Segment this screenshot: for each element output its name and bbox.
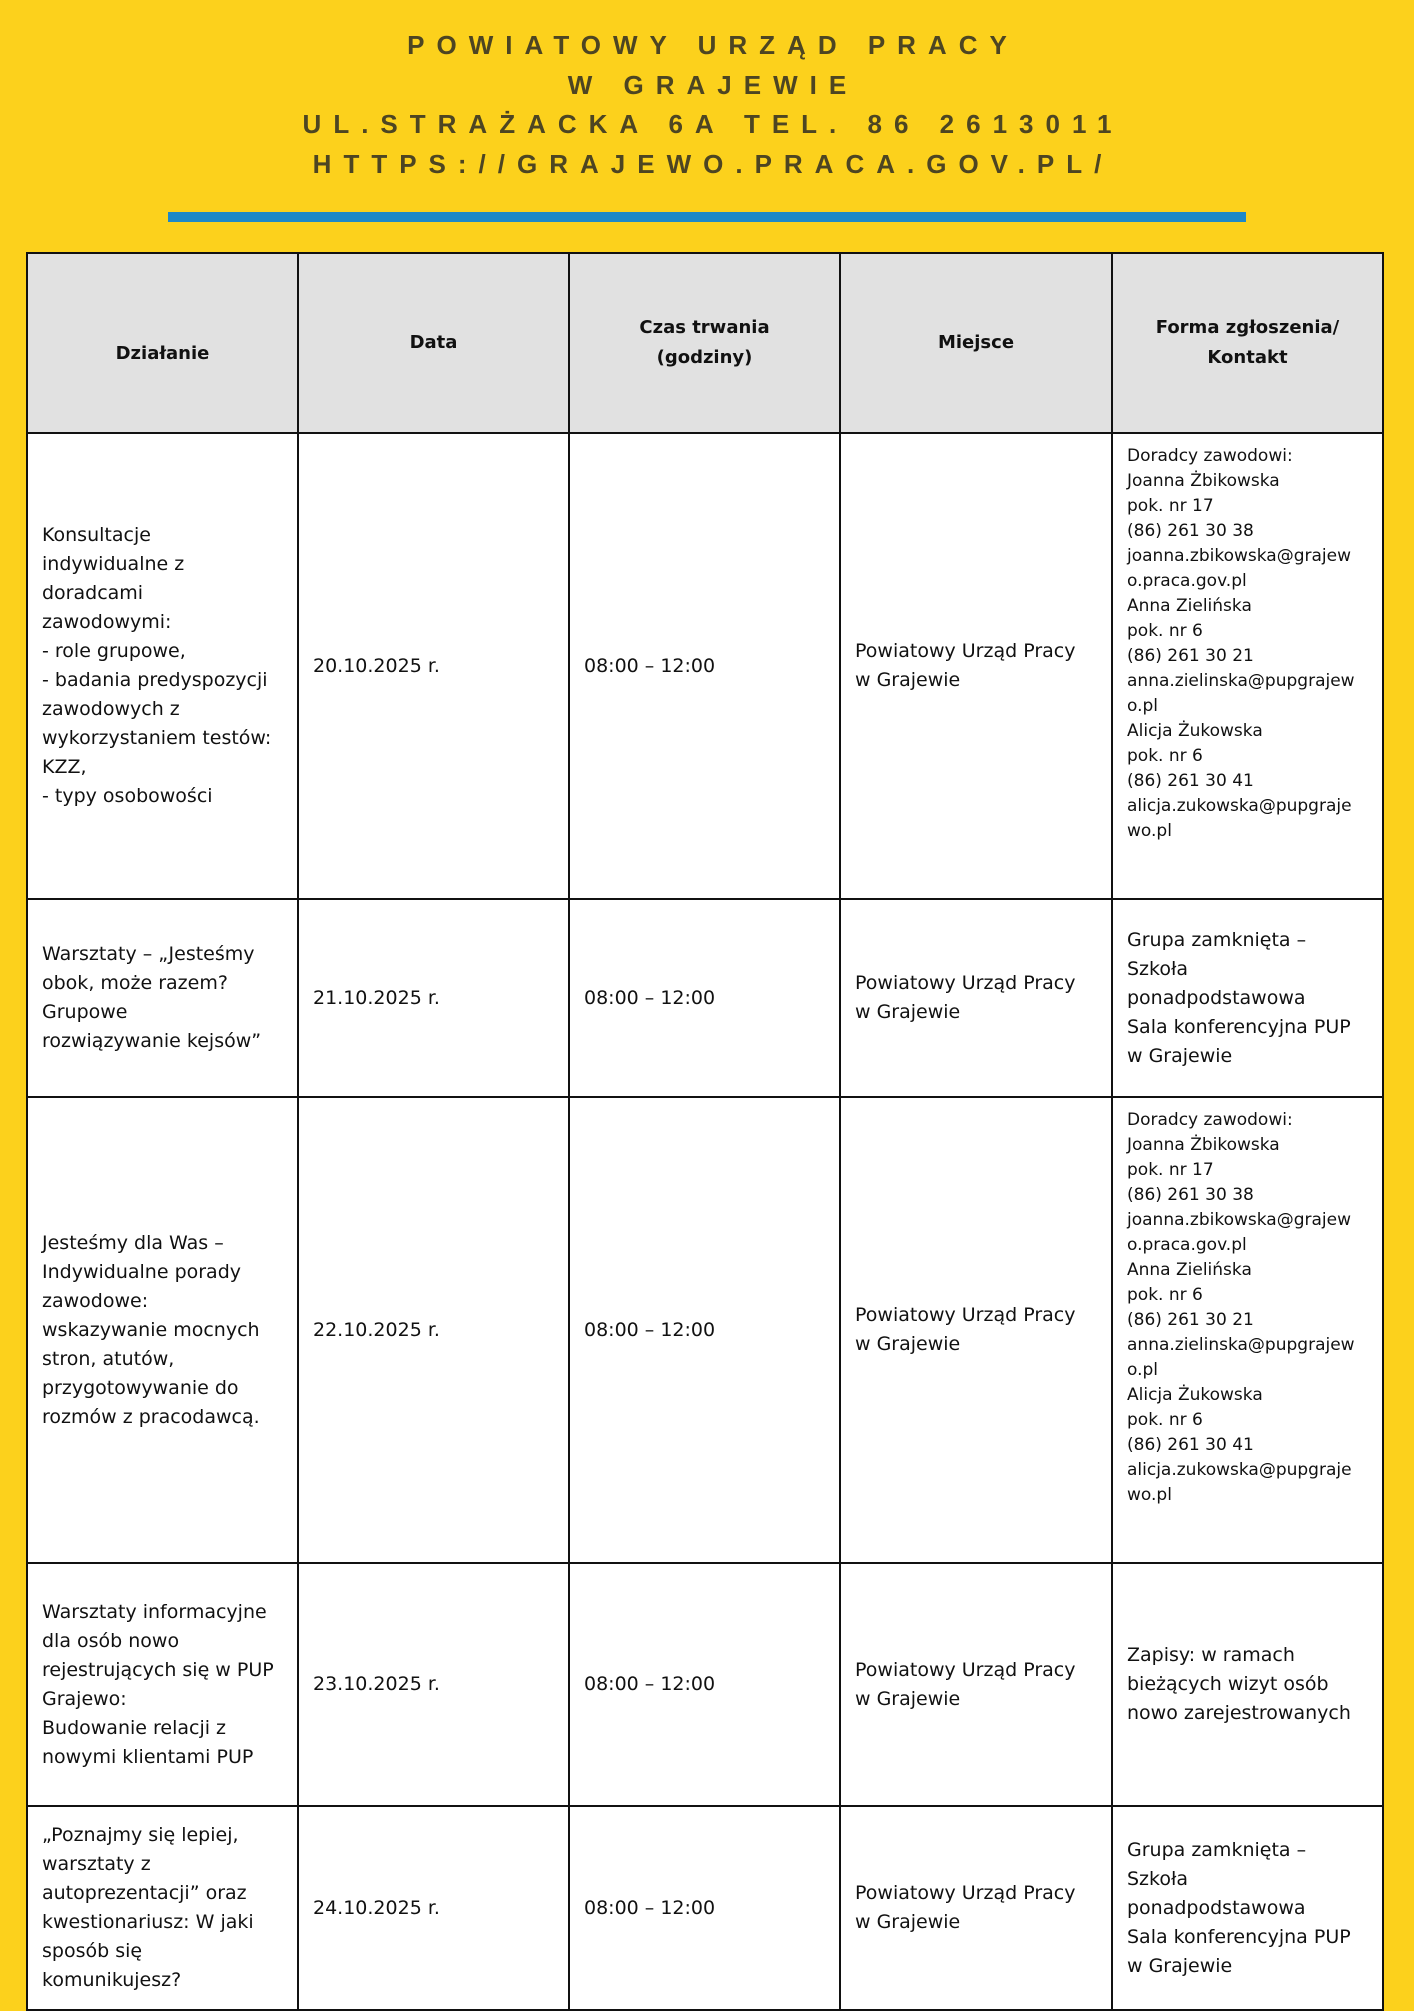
date-cell: 21.10.2025 r.	[297, 898, 570, 1098]
table-row: „Poznajmy się lepiej, warsztaty z autopr…	[26, 1805, 1384, 2011]
column-header-duration: Czas trwania (godziny)	[568, 252, 841, 434]
schedule-table: Działanie Data Czas trwania (godziny) Mi…	[26, 252, 1384, 2011]
activity-cell: Warsztaty informacyjne dla osób nowo rej…	[26, 1562, 299, 1807]
activity-cell: Warsztaty – „Jesteśmy obok, może razem? …	[26, 898, 299, 1098]
accent-divider	[168, 212, 1246, 222]
place-cell: Powiatowy Urząd Pracy w Grajewie	[839, 1562, 1113, 1807]
office-city: W GRAJEWIE	[567, 69, 859, 100]
office-address-phone: UL.STRAŻACKA 6A TEL. 86 2613011	[302, 109, 1124, 139]
place-cell: Powiatowy Urząd Pracy w Grajewie	[839, 898, 1113, 1098]
date-cell: 20.10.2025 r.	[297, 432, 570, 900]
activity-cell: Jesteśmy dla Was – Indywidualne porady z…	[26, 1096, 299, 1564]
activity-cell: Konsultacje indywidualne z doradcami zaw…	[26, 432, 299, 900]
duration-cell: 08:00 – 12:00	[568, 1096, 841, 1564]
office-website: HTTPS://GRAJEWO.PRACA.GOV.PL/	[312, 148, 1114, 179]
table-header-row: Działanie Data Czas trwania (godziny) Mi…	[26, 252, 1384, 434]
place-cell: Powiatowy Urząd Pracy w Grajewie	[839, 1805, 1113, 2011]
column-header-place: Miejsce	[839, 252, 1113, 434]
duration-cell: 08:00 – 12:00	[568, 898, 841, 1098]
table-row: Warsztaty informacyjne dla osób nowo rej…	[26, 1562, 1384, 1807]
column-header-activity: Działanie	[26, 252, 299, 434]
place-cell: Powiatowy Urząd Pracy w Grajewie	[839, 1096, 1113, 1564]
duration-cell: 08:00 – 12:00	[568, 1562, 841, 1807]
contact-cell: Doradcy zawodowi: Joanna Żbikowska pok. …	[1111, 432, 1384, 900]
date-cell: 23.10.2025 r.	[297, 1562, 570, 1807]
column-header-contact: Forma zgłoszenia/ Kontakt	[1111, 252, 1384, 434]
contact-cell: Grupa zamknięta – Szkoła ponadpodstawowa…	[1111, 898, 1384, 1098]
table-row: Konsultacje indywidualne z doradcami zaw…	[26, 432, 1384, 900]
place-cell: Powiatowy Urząd Pracy w Grajewie	[839, 432, 1113, 900]
duration-cell: 08:00 – 12:00	[568, 432, 841, 900]
office-name: POWIATOWY URZĄD PRACY	[407, 30, 1019, 60]
contact-cell: Grupa zamknięta – Szkoła ponadpodstawowa…	[1111, 1805, 1384, 2011]
table-row: Warsztaty – „Jesteśmy obok, może razem? …	[26, 898, 1384, 1098]
date-cell: 22.10.2025 r.	[297, 1096, 570, 1564]
duration-cell: 08:00 – 12:00	[568, 1805, 841, 2011]
contact-cell: Zapisy: w ramach bieżących wizyt osób no…	[1111, 1562, 1384, 1807]
column-header-date: Data	[297, 252, 570, 434]
date-cell: 24.10.2025 r.	[297, 1805, 570, 2011]
office-header: POWIATOWY URZĄD PRACY W GRAJEWIE UL.STRA…	[0, 26, 1414, 184]
activity-cell: „Poznajmy się lepiej, warsztaty z autopr…	[26, 1805, 299, 2011]
contact-cell: Doradcy zawodowi: Joanna Żbikowska pok. …	[1111, 1096, 1384, 1564]
table-row: Jesteśmy dla Was – Indywidualne porady z…	[26, 1096, 1384, 1564]
